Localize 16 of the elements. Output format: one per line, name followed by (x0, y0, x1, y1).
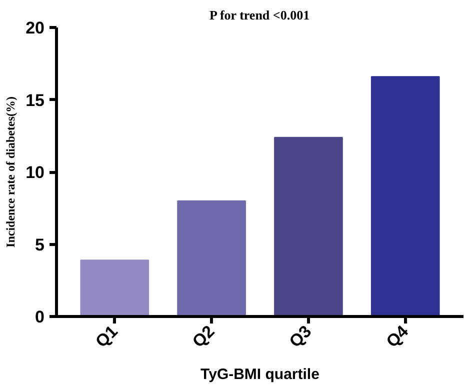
bar (274, 136, 343, 316)
bar (177, 200, 246, 316)
x-tick-label: Q1 (92, 322, 122, 352)
y-tick-label: 0 (35, 308, 45, 326)
x-tick-label: Q2 (188, 322, 218, 352)
y-tick-label: 20 (26, 18, 45, 38)
x-tick-label: Q3 (286, 322, 316, 352)
y-tick-label: 5 (35, 235, 45, 254)
bar (80, 260, 150, 316)
x-axis-title: TyG-BMI quartile (200, 366, 320, 383)
bar (370, 76, 440, 316)
chart-title: P for trend <0.001 (209, 8, 310, 22)
y-tick-label: 15 (26, 90, 45, 110)
y-axis-title: Incidence rate of diabetes(%) (4, 96, 18, 248)
x-tick-label: Q4 (382, 321, 412, 352)
y-tick-label: 10 (26, 163, 45, 182)
